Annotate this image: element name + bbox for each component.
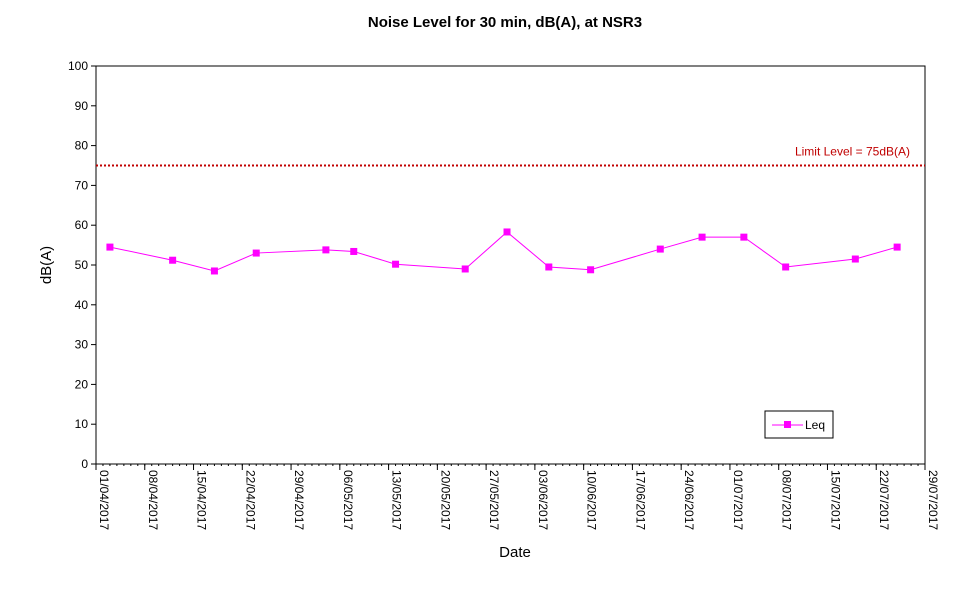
x-tick-label: 01/04/2017 [97, 470, 111, 530]
x-tick-label: 01/07/2017 [731, 470, 745, 530]
chart-title: Noise Level for 30 min, dB(A), at NSR3 [368, 14, 642, 31]
x-tick-label: 22/07/2017 [877, 470, 891, 530]
x-tick-label: 13/05/2017 [390, 470, 404, 530]
x-tick-label: 29/07/2017 [926, 470, 940, 530]
legend: Leq [764, 410, 834, 439]
x-axis-label: Date [499, 544, 531, 561]
y-tick-label: 50 [75, 258, 89, 272]
y-tick-label: 20 [75, 377, 89, 391]
y-tick-label: 0 [81, 457, 88, 471]
x-tick-label: 27/05/2017 [487, 470, 501, 530]
legend-marker [784, 421, 791, 428]
y-axis-label: dB(A) [38, 246, 55, 284]
y-tick-label: 90 [75, 99, 89, 113]
data-point [350, 247, 358, 255]
y-tick-label: 30 [75, 338, 89, 352]
data-point [461, 265, 469, 273]
x-tick-label: 08/04/2017 [146, 470, 160, 530]
x-tick-label: 08/07/2017 [780, 470, 794, 530]
y-axis: 0 10 20 30 40 50 60 70 80 90 100 [68, 59, 96, 471]
data-point [740, 233, 748, 241]
x-tick-label: 29/04/2017 [292, 470, 306, 530]
y-tick-label: 80 [75, 139, 89, 153]
x-tick-label: 03/06/2017 [536, 470, 550, 530]
data-point [656, 245, 664, 253]
data-point [698, 233, 706, 241]
x-tick-label: 10/06/2017 [585, 470, 599, 530]
legend-label-leq: Leq [805, 418, 825, 432]
x-tick-label: 15/07/2017 [828, 470, 842, 530]
data-point [252, 249, 260, 257]
data-point [210, 267, 218, 275]
x-axis: 01/04/2017 08/04/2017 15/04/2017 22/04/2017… [95, 464, 940, 530]
x-tick-label: 22/04/2017 [243, 470, 257, 530]
x-tick-label: 24/06/2017 [682, 470, 696, 530]
y-tick-label: 70 [75, 178, 89, 192]
data-point [322, 246, 330, 254]
y-tick-label: 60 [75, 218, 89, 232]
data-point [587, 266, 595, 274]
y-tick-label: 40 [75, 298, 89, 312]
y-tick-label: 100 [68, 59, 88, 73]
reference-lines: Limit Level = 75dB(A) [96, 145, 925, 167]
series-layer [106, 228, 901, 275]
data-point [851, 255, 859, 263]
x-tick-label: 17/06/2017 [633, 470, 647, 530]
data-point [392, 260, 400, 268]
data-point [893, 243, 901, 251]
y-tick-label: 10 [75, 417, 89, 431]
data-point [106, 243, 114, 251]
x-tick-label: 06/05/2017 [341, 470, 355, 530]
data-point [782, 263, 790, 271]
x-tick-label: 15/04/2017 [195, 470, 209, 530]
data-point [545, 263, 553, 271]
x-tick-label: 20/05/2017 [438, 470, 452, 530]
data-point [503, 228, 511, 236]
limit-label: Limit Level = 75dB(A) [795, 145, 910, 159]
data-point [169, 256, 177, 264]
